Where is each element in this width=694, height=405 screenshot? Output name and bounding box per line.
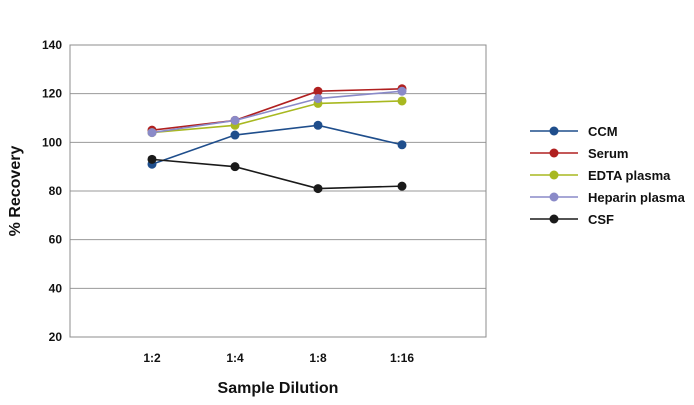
plot-area-frame [69, 44, 487, 338]
legend-label: Heparin plasma [588, 190, 686, 205]
y-tick-label: 80 [49, 184, 63, 198]
x-tick-labels: 1:2 1:4 1:8 1:16 [143, 351, 414, 365]
series-line [151, 88, 403, 131]
x-axis-title: Sample Dilution [218, 380, 339, 397]
legend-item: Serum [530, 146, 628, 161]
data-point [397, 181, 407, 191]
y-tick-label: 120 [42, 87, 62, 101]
y-tick-label: 140 [42, 38, 62, 52]
legend-label: EDTA plasma [588, 168, 671, 183]
legend-item: Heparin plasma [530, 190, 686, 205]
y-tick-label: 60 [49, 233, 63, 247]
data-point [397, 140, 407, 150]
series-group [147, 84, 407, 194]
legend-marker [549, 126, 559, 136]
data-point [147, 154, 157, 164]
series-line [151, 100, 403, 134]
legend-label: CCM [588, 124, 618, 139]
data-point [230, 115, 240, 125]
series-line [151, 158, 403, 190]
legend-item: EDTA plasma [530, 168, 671, 183]
legend-marker [549, 148, 559, 158]
data-point [313, 120, 323, 130]
data-point [147, 128, 157, 138]
legend-label: Serum [588, 146, 628, 161]
data-point [313, 86, 323, 96]
data-point [397, 96, 407, 106]
x-tick-label: 1:4 [226, 351, 244, 365]
y-tick-label: 100 [42, 135, 62, 149]
series-heparin-plasma [147, 86, 407, 138]
legend-item: CSF [530, 212, 614, 227]
series-line [151, 90, 403, 134]
legend-label: CSF [588, 212, 614, 227]
x-tick-label: 1:2 [143, 351, 161, 365]
data-point [230, 162, 240, 172]
y-tick-labels: 20 40 60 80 100 120 140 [42, 38, 62, 344]
legend-marker [549, 192, 559, 202]
legend: CCM Serum EDTA plasma Heparin plasma CSF [530, 124, 686, 227]
legend-marker [549, 214, 559, 224]
y-axis-title: % Recovery [7, 146, 24, 237]
data-point [230, 130, 240, 140]
legend-marker [549, 170, 559, 180]
x-tick-label: 1:8 [309, 351, 327, 365]
data-point [313, 94, 323, 104]
series-ccm [147, 120, 407, 169]
data-point [397, 86, 407, 96]
data-point [313, 184, 323, 194]
series-edta-plasma [147, 96, 407, 138]
y-tick-label: 20 [49, 330, 63, 344]
series-line [151, 124, 403, 165]
y-tick-label: 40 [49, 281, 63, 295]
x-tick-label: 1:16 [390, 351, 414, 365]
legend-item: CCM [530, 124, 618, 139]
series-csf [147, 154, 407, 194]
grid-lines [70, 93, 486, 289]
